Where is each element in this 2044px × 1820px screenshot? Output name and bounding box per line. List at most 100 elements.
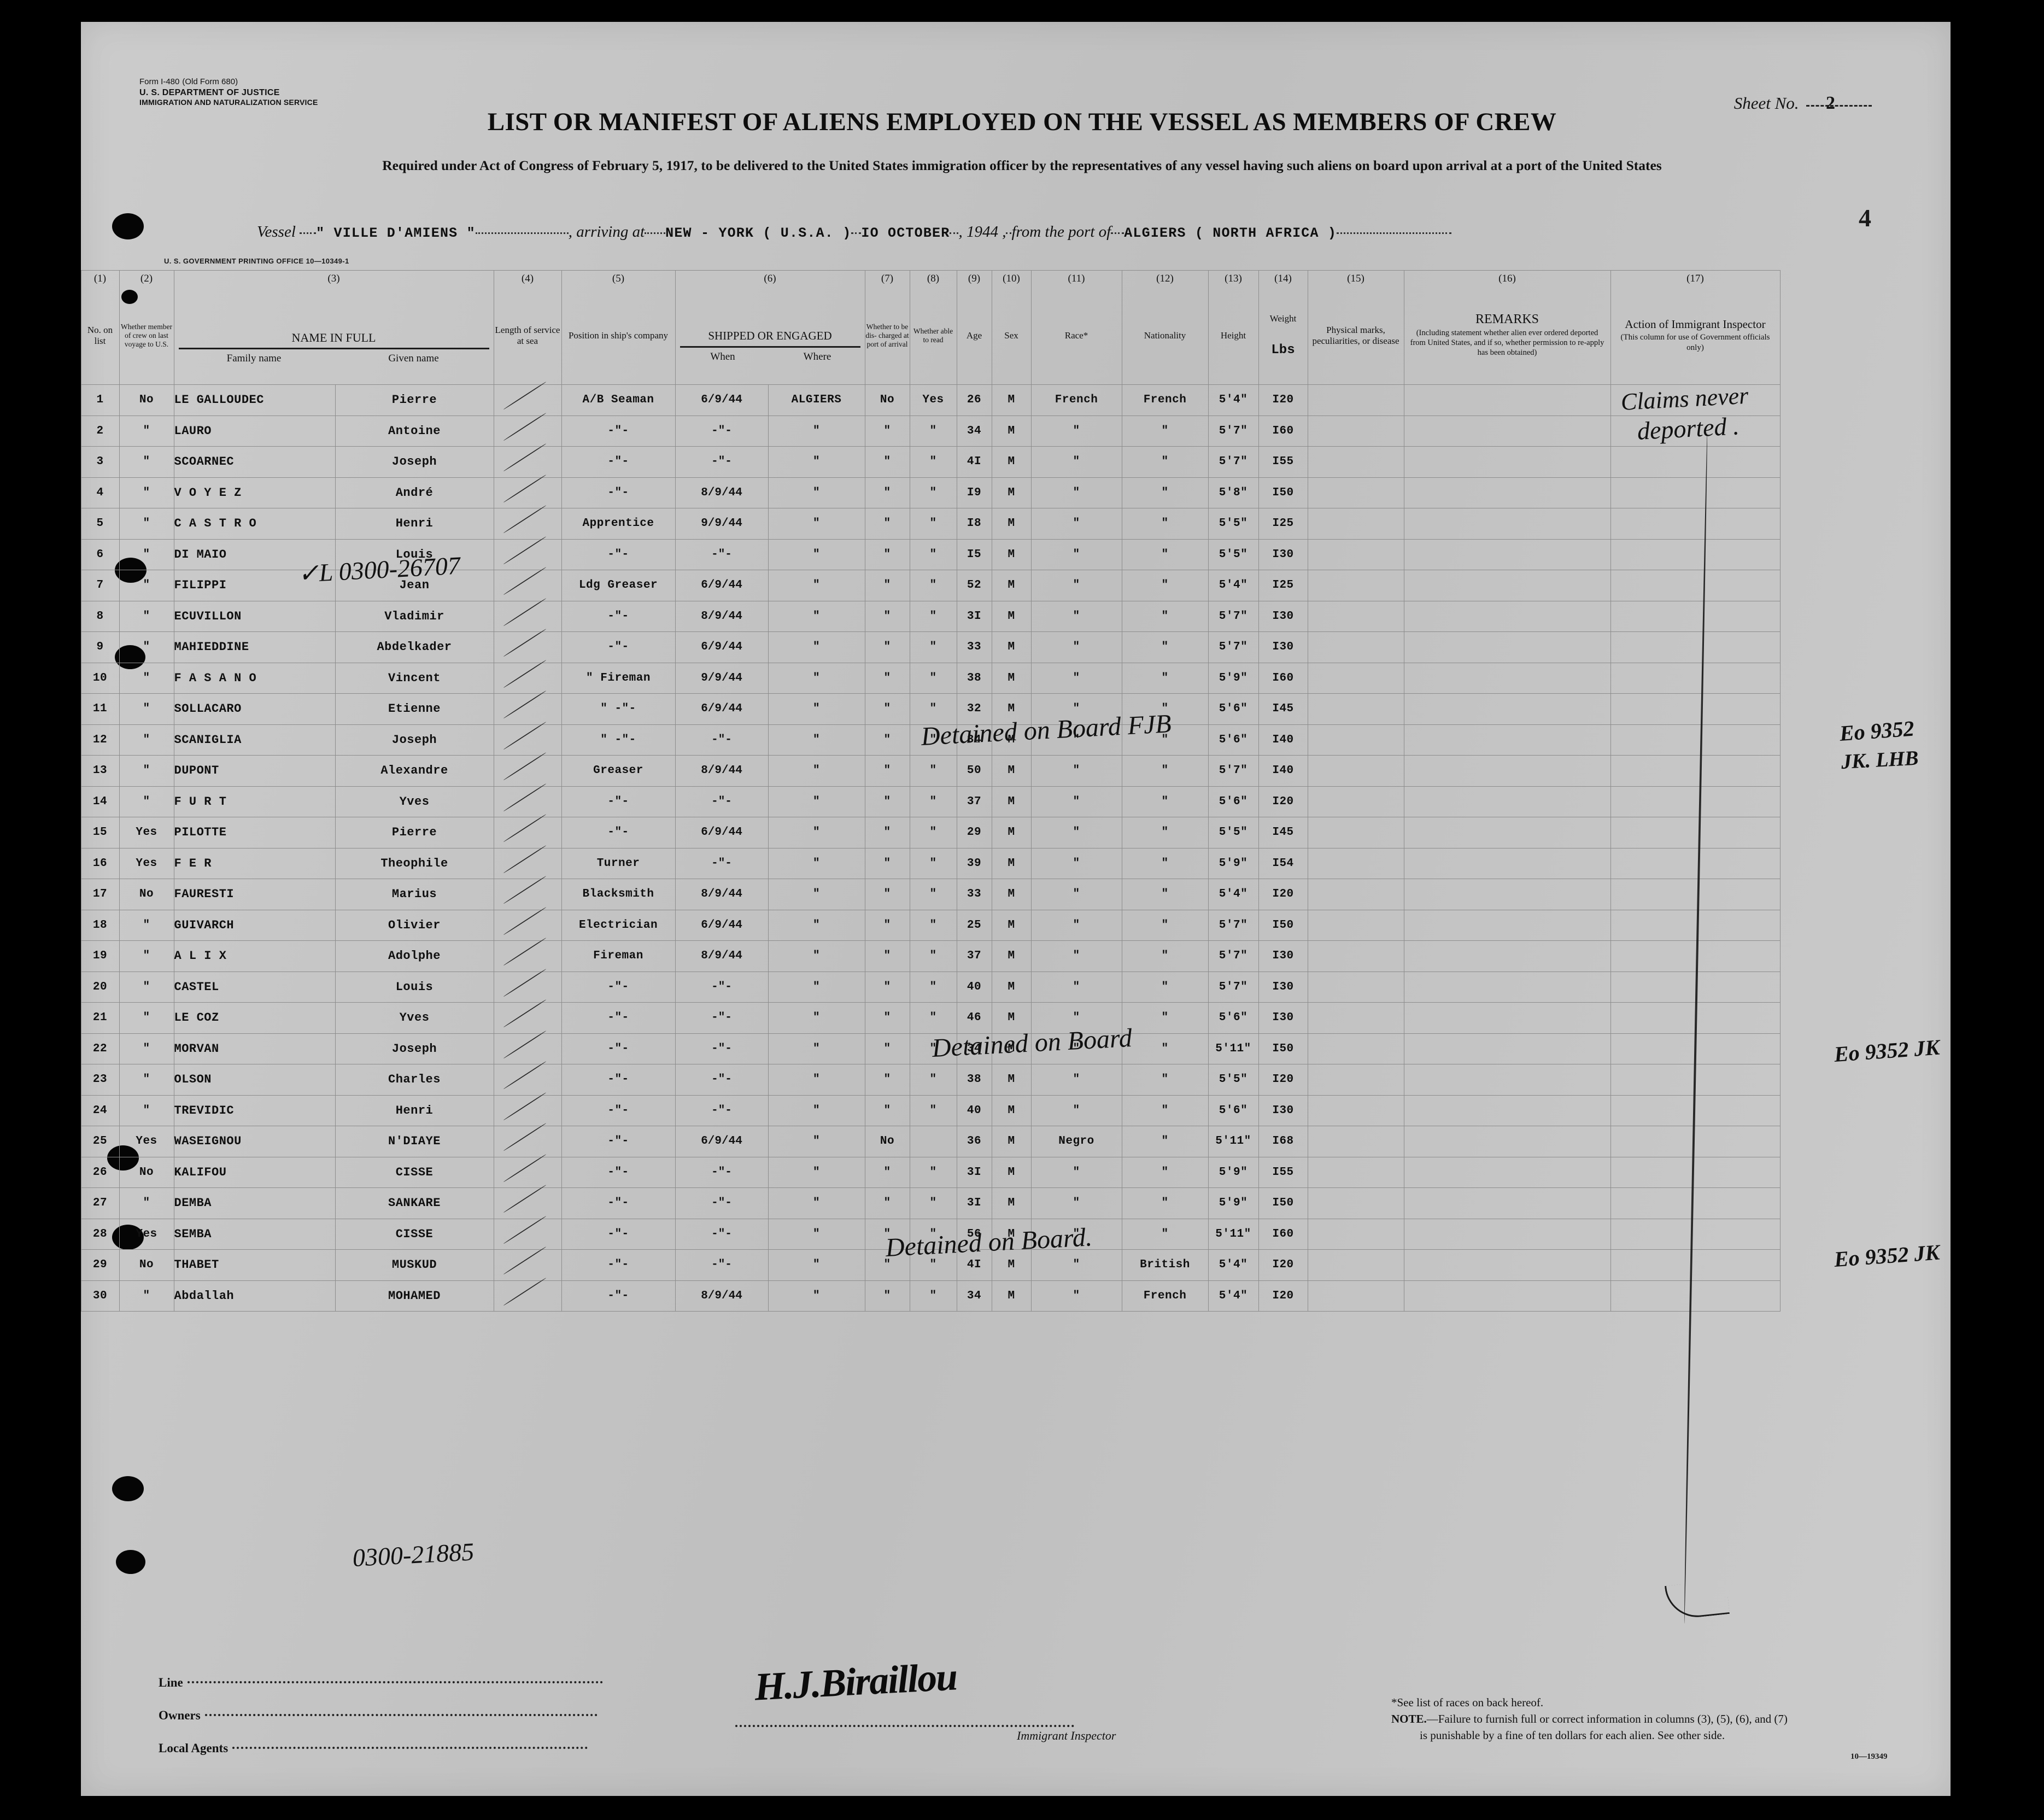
cell-read: " <box>929 950 937 963</box>
cell-weight: I55 <box>1272 455 1294 469</box>
gutter-cell <box>0 1219 81 1250</box>
cell-weight: I60 <box>1272 1227 1294 1240</box>
cell-nationality: French <box>1143 394 1187 407</box>
departure-port: ALGIERS ( NORTH AFRICA ) <box>1124 225 1337 241</box>
cell-age: I5 <box>967 548 982 561</box>
footer-blank-lines: Line Owners Local Agents <box>159 1676 787 1774</box>
cell-weight: I50 <box>1272 1197 1294 1210</box>
cell-position: Apprentice <box>582 517 654 530</box>
colnum-12: (12) <box>1121 270 1209 287</box>
cell-member: " <box>143 671 150 684</box>
vessel-arrival-line: Vessel " VILLE D'AMIENS " , arriving at NE… <box>257 223 1907 241</box>
table-row: 24 " TREVIDIC Henri -"- -"- " " " 40 M " " 5'6" I30 <box>0 1095 1840 1126</box>
cell-sex: M <box>1008 795 1015 808</box>
empty-cell <box>1610 415 1781 447</box>
gutter-cell <box>1780 694 1840 725</box>
cell-family: DI MAIO <box>174 547 227 561</box>
cell-read: " <box>929 888 937 901</box>
cell-family: OLSON <box>174 1073 212 1087</box>
cell-read: " <box>929 1042 937 1055</box>
page-subtitle: Required under Act of Congress of Februa… <box>382 157 1662 173</box>
cell-read: " <box>929 1011 937 1025</box>
length-of-service-stroke <box>493 477 562 508</box>
cell-nationality: " <box>1161 795 1169 808</box>
cell-given: Pierre <box>391 393 437 407</box>
gutter-cell <box>0 941 81 972</box>
cell-sex: M <box>1008 671 1015 684</box>
empty-cell <box>1307 817 1404 848</box>
cell-nationality: " <box>1161 857 1169 870</box>
cell-age: 3I <box>967 1166 982 1179</box>
cell-race: French <box>1055 394 1098 407</box>
cell-read: " <box>929 918 937 932</box>
colnum-9: (9) <box>956 270 992 287</box>
header-nationality: Nationality <box>1121 287 1209 385</box>
cell-when: 8/9/44 <box>701 1289 742 1302</box>
cell-weight: I50 <box>1272 486 1294 499</box>
cell-discharged: " <box>883 1104 891 1117</box>
gutter-cell <box>0 756 81 787</box>
cell-position: -"- <box>607 424 629 437</box>
cell-when: 6/9/44 <box>701 394 742 407</box>
cell-member: " <box>143 764 150 777</box>
cell-race: " <box>1073 671 1080 684</box>
gutter-cell <box>0 447 81 478</box>
cell-age: I9 <box>967 486 982 499</box>
cell-member: " <box>143 950 150 963</box>
cell-no: 18 <box>92 918 108 932</box>
cell-no: 14 <box>92 795 108 808</box>
cell-discharged: " <box>883 703 891 716</box>
cell-family: V O Y E Z <box>174 485 242 500</box>
table-row: 9 " MAHIEDDINE Abdelkader -"- 6/9/44 " " " 33 M " " 5… <box>0 631 1840 663</box>
colnum-3: (3) <box>173 270 494 287</box>
cell-height: 5'7" <box>1219 641 1248 654</box>
cell-height: 5'4" <box>1219 394 1248 407</box>
cell-race: " <box>1073 486 1080 499</box>
empty-cell <box>1403 508 1611 540</box>
cell-race: " <box>1073 1104 1080 1117</box>
gutter-cell <box>1780 848 1840 879</box>
cell-height: 5'8" <box>1219 486 1248 499</box>
cell-read: " <box>929 1104 937 1117</box>
cell-where: " <box>812 610 821 623</box>
cell-read: " <box>929 517 937 530</box>
pen-stroke-icon <box>494 1034 561 1064</box>
gutter-cell <box>0 879 81 910</box>
cell-sex: M <box>1008 610 1015 623</box>
cell-where: " <box>812 579 821 592</box>
cell-position: -"- <box>607 980 629 993</box>
gutter-cell <box>1780 663 1840 694</box>
cell-weight: I20 <box>1272 394 1294 407</box>
cell-where: " <box>812 1042 821 1055</box>
cell-given: CISSE <box>395 1227 434 1241</box>
cell-when: 8/9/44 <box>701 888 742 901</box>
cell-discharged: " <box>883 888 891 901</box>
cell-when: 8/9/44 <box>701 610 742 623</box>
cell-where: " <box>812 548 821 561</box>
length-of-service-stroke <box>493 1156 562 1188</box>
cell-race: " <box>1073 610 1080 623</box>
cell-read: " <box>929 826 937 839</box>
header-no-on-list: No. on list <box>80 287 120 385</box>
colnum-1: (1) <box>80 270 120 287</box>
colnum-8: (8) <box>909 270 957 287</box>
note-text2: is punishable by a fine of ten dollars f… <box>1420 1728 1725 1742</box>
cell-when: 6/9/44 <box>701 918 742 932</box>
gutter-cell <box>1780 1250 1840 1281</box>
cell-member: " <box>143 795 150 808</box>
cell-given: Adolphe <box>388 949 441 963</box>
cell-sex: M <box>1008 1073 1015 1086</box>
cell-race: " <box>1073 888 1080 901</box>
gutter-cell <box>0 508 81 540</box>
header-shipped-or-engaged: SHIPPED OR ENGAGED When Where <box>675 287 865 385</box>
cell-no: 16 <box>92 857 108 870</box>
cell-height: 5'5" <box>1219 548 1248 561</box>
cell-sex: M <box>1008 888 1015 901</box>
cell-read: " <box>929 455 937 469</box>
gutter-cell <box>1780 786 1840 817</box>
length-of-service-stroke <box>493 662 562 694</box>
note-text: —Failure to furnish full or correct info… <box>1426 1712 1788 1725</box>
header-name-in-full-label: NAME IN FULL <box>291 330 376 344</box>
footer-line-label: Line <box>159 1676 183 1689</box>
cell-position: -"- <box>607 641 629 654</box>
